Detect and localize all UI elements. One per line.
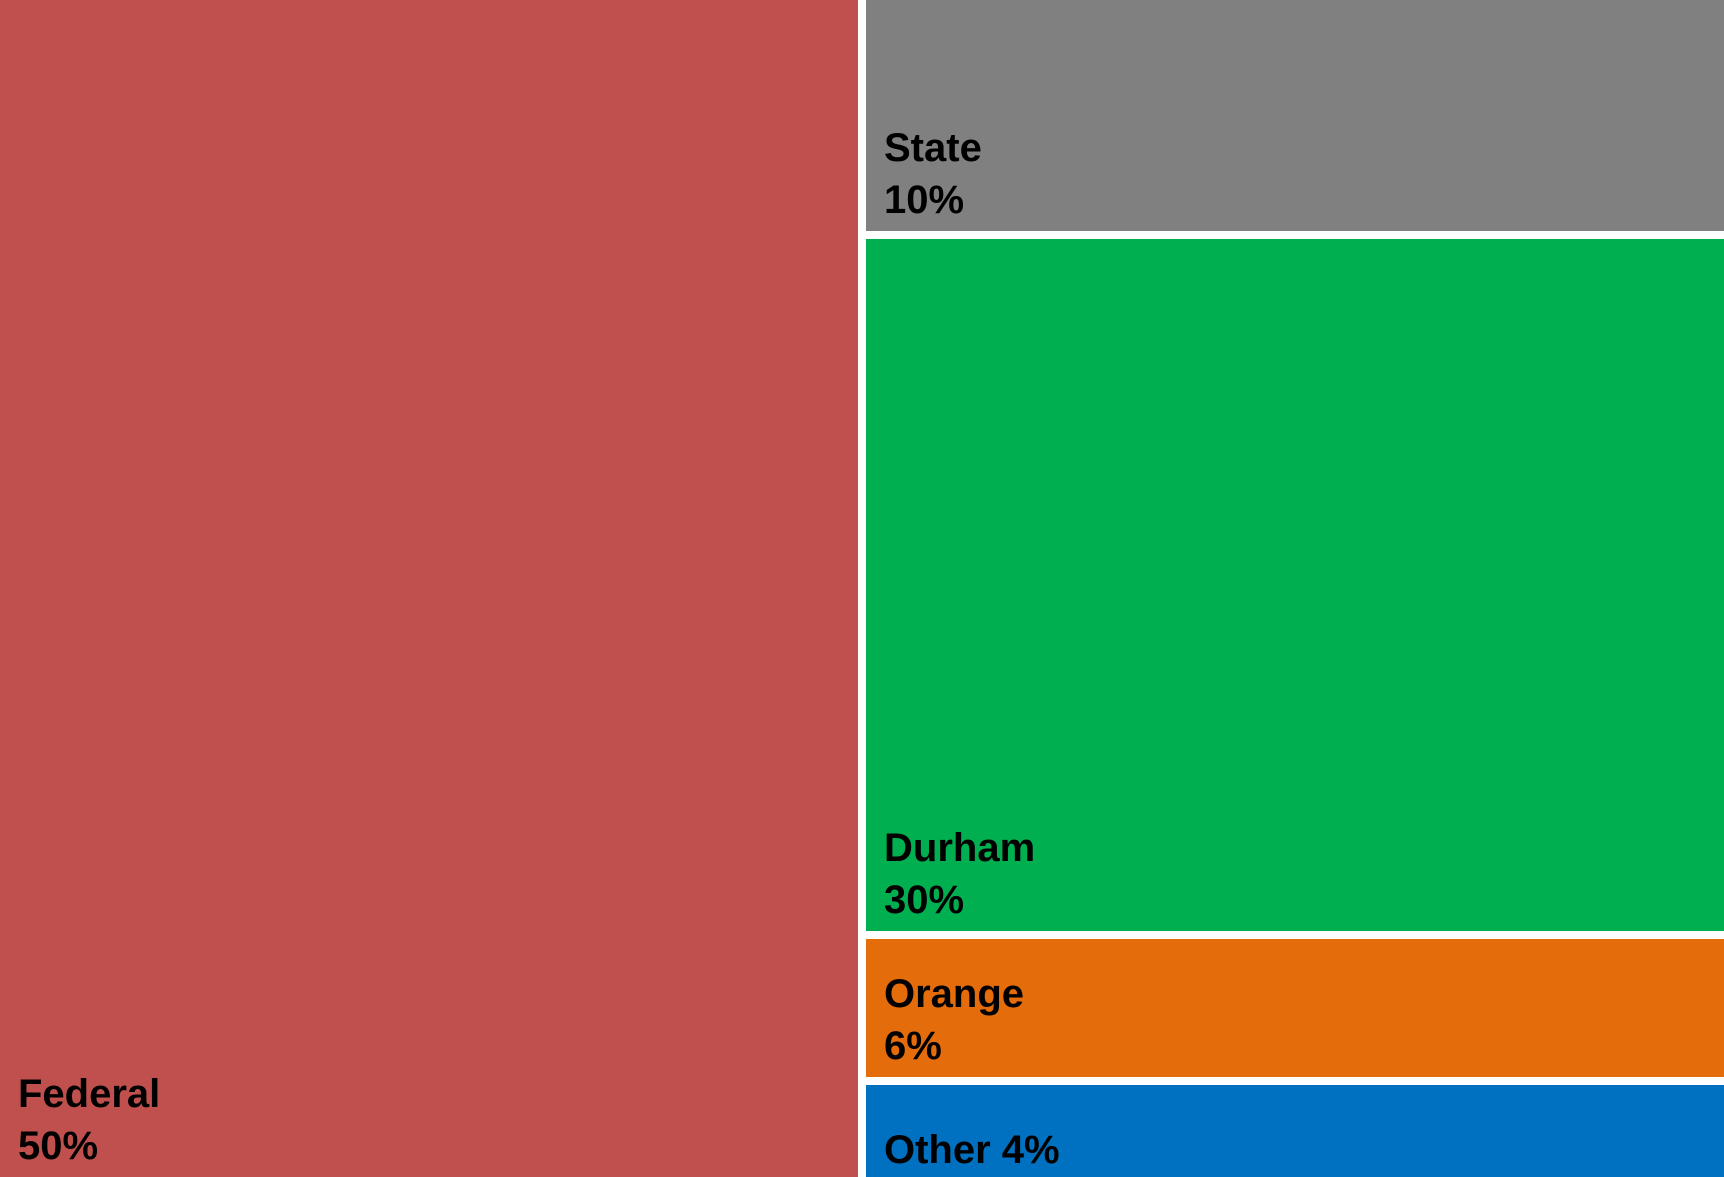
tile-label-orange: Orange — [884, 972, 1024, 1016]
tile-federal: Federal 50% — [0, 0, 858, 1177]
tile-value-federal: 50% — [18, 1124, 98, 1168]
tile-value-state: 10% — [884, 178, 964, 222]
tile-rect-durham — [866, 239, 1724, 931]
tile-rect-other — [866, 1085, 1724, 1177]
tile-rect-federal — [0, 0, 858, 1177]
tile-other: Other 4% — [866, 1085, 1724, 1177]
tile-label-durham: Durham — [884, 826, 1035, 870]
tile-value-orange: 6% — [884, 1024, 942, 1068]
tile-value-durham: 30% — [884, 878, 964, 922]
tile-rect-state — [866, 0, 1724, 231]
tile-durham: Durham 30% — [866, 239, 1724, 931]
tile-rect-orange — [866, 939, 1724, 1077]
tile-state: State 10% — [866, 0, 1724, 231]
tile-label-other: Other 4% — [884, 1128, 1060, 1172]
tile-label-federal: Federal — [18, 1072, 160, 1116]
tile-label-state: State — [884, 126, 982, 170]
tile-orange: Orange 6% — [866, 939, 1724, 1077]
